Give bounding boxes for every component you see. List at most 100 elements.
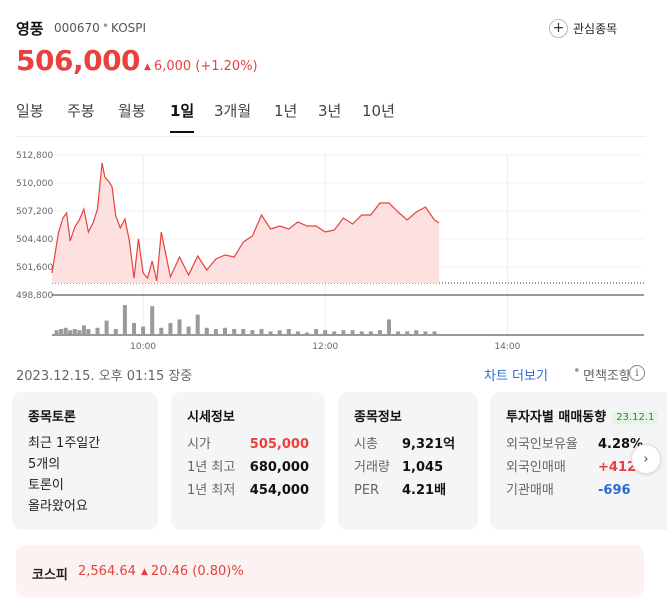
volume-bar — [432, 331, 437, 335]
volume-bar — [277, 330, 282, 335]
volume-bar — [213, 329, 218, 335]
index-value: 2,564.64 — [78, 564, 136, 579]
volume-bar — [232, 329, 237, 335]
volume-bar — [405, 331, 410, 335]
chevron-right-icon: › — [643, 451, 649, 467]
date-badge: 23.12.1 — [612, 411, 659, 424]
volume-bar — [332, 331, 337, 335]
index-change-value: 20.46 (0.80)% — [150, 564, 244, 579]
tab-1day[interactable]: 1일 — [170, 100, 195, 133]
x-tick-label: 12:00 — [312, 342, 338, 352]
tab-daily[interactable]: 일봉 — [16, 102, 44, 120]
code-market-separator: • — [102, 19, 110, 33]
volume-bar — [268, 331, 273, 335]
investor-row: 기관매매 -696 — [506, 479, 651, 502]
stock-code: 000670 — [54, 21, 100, 35]
add-watchlist-button[interactable]: + 관심종목 — [549, 17, 617, 39]
price-line — [51, 162, 440, 282]
link-separator: • — [573, 364, 581, 379]
y-tick-label: 512,800 — [16, 151, 53, 161]
price-chart-svg[interactable]: 512,800 510,000 507,200 504,400 501,600 498,8… — [0, 145, 667, 355]
card-title: 종목정보 — [354, 410, 402, 425]
volume-bar — [132, 323, 136, 335]
up-triangle-icon: ▲ — [144, 62, 151, 72]
up-triangle-icon: ▲ — [141, 567, 148, 577]
discussion-line: 최근 1주일간 — [28, 436, 101, 451]
price-area — [52, 163, 440, 283]
stockinfo-row: PER 4.21배 — [354, 479, 462, 502]
y-tick-label: 501,600 — [16, 263, 53, 273]
volume-bar — [68, 330, 73, 335]
tab-10year[interactable]: 10년 — [362, 102, 395, 120]
investor-row: 외국인보유율 4.28% — [506, 433, 651, 456]
kospi-index-bar[interactable]: 코스피 2,564.64 ▲ 20.46 (0.80)% — [16, 545, 644, 597]
volume-bar — [104, 320, 109, 335]
volume-bar — [359, 331, 364, 335]
volume-bar — [341, 330, 346, 335]
y-tick-label: 498,800 — [16, 291, 53, 301]
tab-weekly[interactable]: 주봉 — [67, 102, 95, 120]
current-price: 506,000 — [16, 44, 141, 77]
row-key: 1년 최저 — [187, 483, 236, 498]
row-value: +412 — [598, 460, 637, 475]
row-value: 9,321억 — [402, 437, 456, 452]
volume-bar — [150, 306, 155, 335]
disclaimer-link[interactable]: 면책조항 — [583, 369, 631, 384]
volume-bar — [72, 329, 77, 335]
volume-bar — [122, 305, 127, 335]
intraday-chart[interactable]: 512,800 510,000 507,200 504,400 501,600 498,8… — [0, 145, 667, 355]
volume-bar — [259, 329, 264, 335]
volume-bar — [141, 326, 146, 335]
volume-bar — [77, 330, 82, 335]
volume-bar — [63, 327, 68, 335]
row-value: 4.28% — [598, 437, 644, 452]
chart-info-row: 2023.12.15. 오후 01:15 장중 차트 더보기 • 면책조항 i — [16, 364, 646, 384]
timestamp: 2023.12.15. 오후 01:15 장중 — [16, 369, 193, 384]
stock-header: 영풍 000670 • KOSPI + 관심종목 — [16, 14, 667, 44]
x-tick-label: 10:00 — [130, 342, 156, 352]
volume-bar — [350, 330, 355, 335]
volume-bar — [168, 323, 173, 335]
row-value: 454,000 — [249, 483, 309, 498]
volume-bar — [396, 331, 401, 335]
info-icon[interactable]: i — [629, 365, 645, 381]
tab-1year[interactable]: 1년 — [274, 102, 298, 120]
discussion-card[interactable]: 종목토론 최근 1주일간 5개의 토론이 올라왔어요 — [12, 392, 158, 530]
y-tick-label: 504,400 — [16, 235, 53, 245]
chart-more-link[interactable]: 차트 더보기 — [484, 369, 548, 384]
tab-3year[interactable]: 3년 — [318, 102, 342, 120]
investor-row: 외국인매매 +412 — [506, 456, 651, 479]
change-percent: (+1.20%) — [195, 59, 258, 74]
row-value: 1,045 — [402, 460, 444, 475]
stock-name[interactable]: 영풍 — [16, 20, 44, 38]
volume-bar — [113, 329, 118, 335]
volume-bar — [54, 330, 59, 335]
stock-info-card[interactable]: 종목정보 시총 9,321억 거래량 1,045 PER 4.21배 — [338, 392, 478, 530]
volume-bar — [204, 327, 209, 335]
row-key: 외국인매매 — [506, 460, 566, 475]
quote-row: 1년 최고 680,000 — [187, 456, 309, 479]
quote-row: 시가 505,000 — [187, 433, 309, 456]
volume-bar — [223, 327, 227, 335]
volume-bar — [368, 331, 373, 335]
row-key: 외국인보유율 — [506, 437, 578, 452]
volume-bar — [414, 330, 419, 335]
volume-bar — [177, 319, 182, 335]
volume-bar — [305, 332, 309, 335]
tab-3month[interactable]: 3개월 — [214, 102, 252, 120]
volume-bar — [186, 326, 191, 335]
quote-card[interactable]: 시세정보 시가 505,000 1년 최고 680,000 1년 최저 454,… — [171, 392, 325, 530]
card-title: 투자자별 매매동향 23.12.1 — [506, 406, 659, 425]
volume-bar — [81, 325, 86, 335]
volume-bar — [59, 329, 64, 335]
next-card-button[interactable]: › — [631, 444, 661, 474]
quote-row: 1년 최저 454,000 — [187, 479, 309, 502]
volume-bar — [377, 330, 382, 335]
volume-bar — [86, 329, 91, 335]
volume-bar — [250, 330, 255, 335]
stockinfo-row: 시총 9,321억 — [354, 433, 462, 456]
volume-bar — [95, 327, 100, 335]
volume-bar — [323, 330, 328, 335]
volume-bar — [159, 327, 164, 335]
tab-monthly[interactable]: 월봉 — [118, 102, 146, 120]
